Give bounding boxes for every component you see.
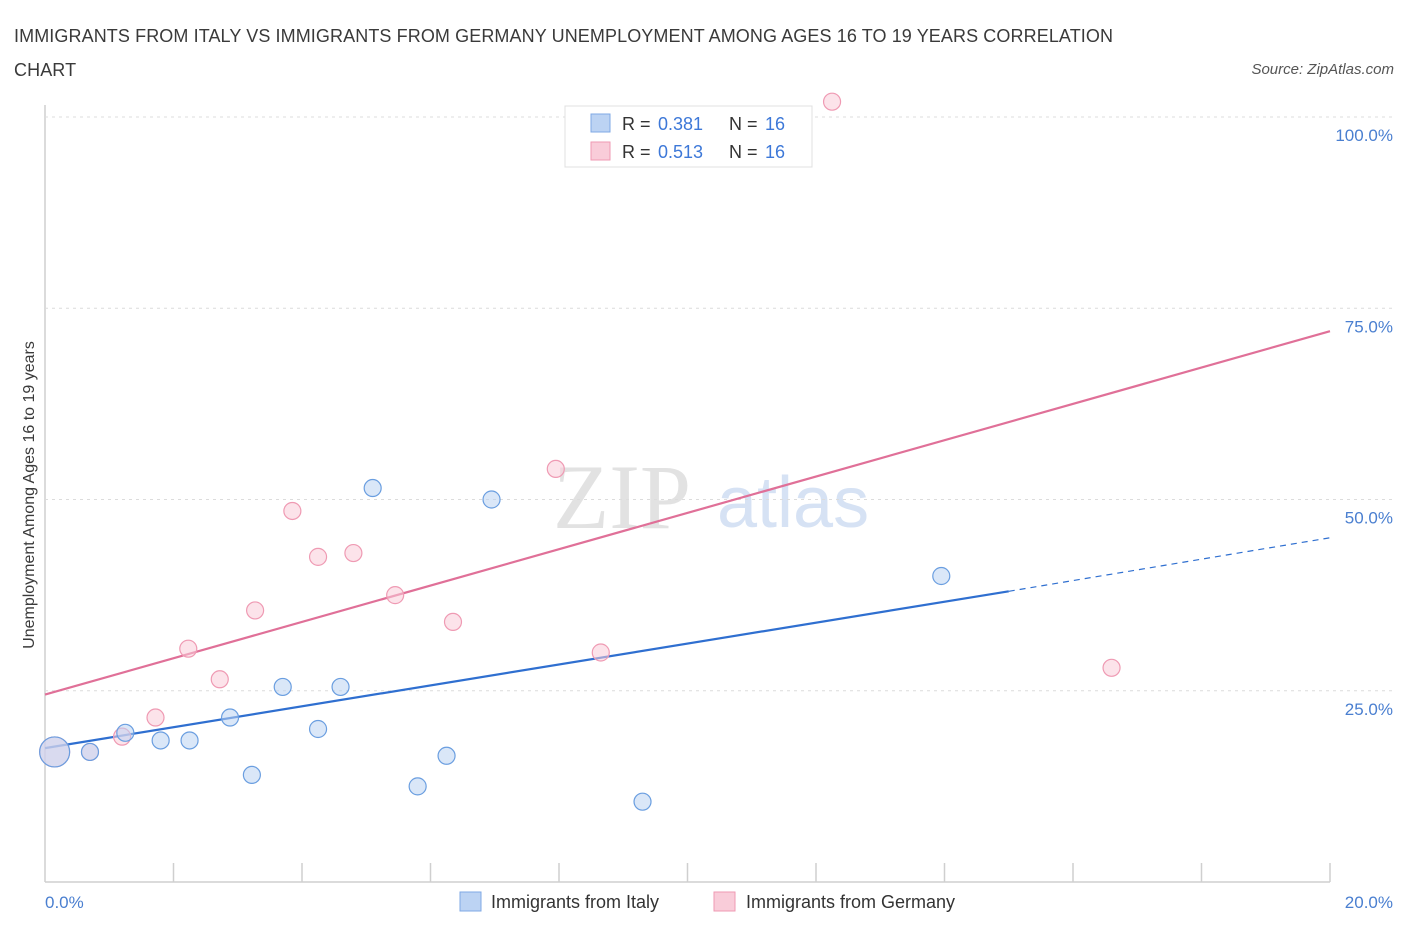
- legend-germany-n-value: 16: [765, 142, 785, 162]
- legend-germany-r-value: 0.513: [658, 142, 703, 162]
- germany-point: [210, 670, 229, 689]
- italy-trend-extension: [1008, 537, 1331, 592]
- bottom-legend-italy-swatch: [459, 891, 482, 912]
- gridlines: [45, 116, 1395, 692]
- germany-point: [146, 708, 165, 727]
- germany-point: [386, 586, 405, 605]
- x-tick-label-max: 20.0%: [1345, 893, 1393, 912]
- data-points: [39, 92, 1121, 811]
- italy-point: [180, 731, 199, 750]
- germany-point: [308, 547, 328, 566]
- legend-germany-swatch: [590, 141, 611, 161]
- y-tick-labels: 25.0% 50.0% 75.0% 100.0%: [1335, 126, 1393, 719]
- germany-point: [1102, 658, 1121, 677]
- germany-point: [591, 643, 610, 662]
- legend-italy-swatch: [590, 113, 611, 133]
- italy-point: [932, 566, 951, 586]
- italy-point: [242, 765, 261, 785]
- y-tick-label: 100.0%: [1335, 126, 1393, 145]
- italy-point: [116, 723, 135, 742]
- italy-point: [482, 490, 501, 509]
- watermark-atlas: atlas: [717, 463, 869, 543]
- germany-point: [283, 501, 302, 521]
- germany-point: [245, 601, 265, 620]
- italy-point: [220, 708, 240, 727]
- italy-point: [408, 777, 427, 796]
- germany-point: [822, 92, 842, 111]
- italy-point: [633, 792, 652, 811]
- germany-point: [179, 639, 198, 658]
- legend-germany-r-label: R =: [622, 142, 651, 162]
- italy-point: [363, 478, 382, 498]
- italy-point: [39, 736, 71, 768]
- italy-trend-line: [44, 590, 1009, 750]
- x-ticks: [172, 863, 1331, 882]
- legend-germany-n-label: N =: [729, 142, 758, 162]
- correlation-legend: R = 0.381 N = 16 R = 0.513 N = 16: [564, 105, 813, 168]
- germany-point: [344, 543, 363, 563]
- legend-italy-n-value: 16: [765, 114, 785, 134]
- bottom-legend-germany-swatch: [713, 891, 736, 912]
- y-axis-label: Unemployment Among Ages 16 to 19 years: [21, 341, 38, 649]
- chart-source: Source: ZipAtlas.com: [1251, 61, 1394, 78]
- italy-point: [308, 719, 328, 739]
- legend-italy-r-label: R =: [622, 114, 651, 134]
- germany-point: [546, 459, 565, 478]
- italy-point: [437, 746, 456, 765]
- italy-point: [80, 742, 100, 762]
- trend-lines: [44, 330, 1331, 750]
- italy-point: [151, 731, 170, 750]
- x-tick-label-min: 0.0%: [45, 893, 84, 912]
- watermark-zip: ZIP: [553, 446, 691, 548]
- series-legend: Immigrants from Italy Immigrants from Ge…: [459, 891, 955, 912]
- italy-point: [273, 677, 292, 697]
- bottom-legend-italy-label: Immigrants from Italy: [491, 892, 659, 912]
- y-tick-label: 25.0%: [1345, 700, 1393, 719]
- bottom-legend-germany-label: Immigrants from Germany: [746, 892, 955, 912]
- chart-title: IMMIGRANTS FROM ITALY VS IMMIGRANTS FROM…: [14, 26, 1114, 80]
- y-tick-label: 50.0%: [1345, 509, 1393, 528]
- y-tick-label: 75.0%: [1345, 317, 1393, 336]
- germany-trend-line: [44, 330, 1331, 696]
- legend-italy-n-label: N =: [729, 114, 758, 134]
- legend-italy-r-value: 0.381: [658, 114, 703, 134]
- germany-point: [443, 612, 463, 632]
- italy-point: [331, 677, 350, 697]
